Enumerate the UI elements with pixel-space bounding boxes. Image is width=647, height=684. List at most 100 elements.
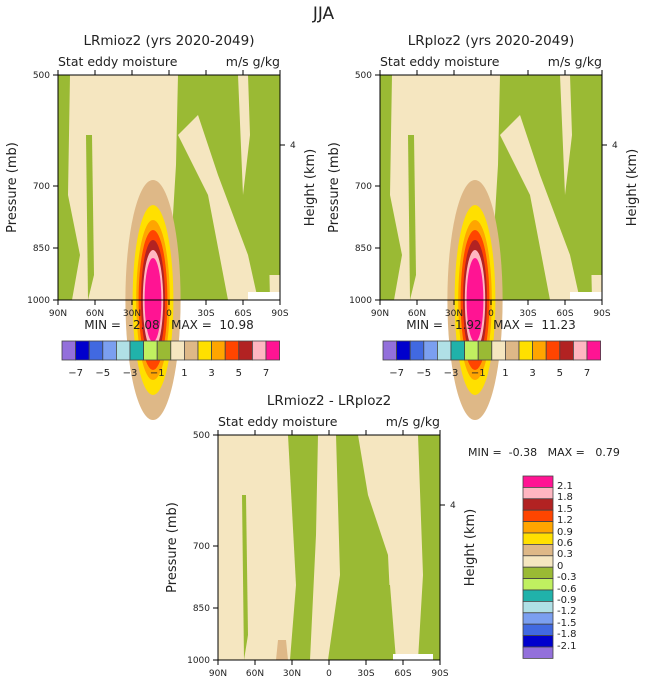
colorbar-swatch	[129, 340, 145, 361]
colorbar-swatch	[532, 340, 547, 361]
colorbar-label: 0.9	[557, 527, 573, 538]
y-axis-label: Pressure (mb)	[5, 142, 20, 233]
x-tick-label: 30N	[283, 669, 301, 679]
colorbar-label: 0	[557, 561, 564, 572]
y-tick-right-label: 4	[290, 141, 296, 151]
colorbar-label: −5	[416, 368, 431, 379]
colorbar-label: 1.8	[557, 492, 573, 503]
colorbar-swatch	[522, 475, 554, 488]
y-tick-label: 1000	[349, 296, 372, 306]
contour-fill-negative	[258, 115, 270, 300]
y-tick-right-label: 4	[612, 141, 618, 151]
colorbar-swatch	[170, 340, 185, 361]
missing-data-region	[570, 292, 602, 300]
colorbar-label: 0.3	[557, 549, 573, 560]
colorbar-label: 5	[557, 368, 563, 379]
min-max-label: MIN = -0.38 MAX = 0.79	[468, 446, 620, 459]
x-tick-label: 90N	[49, 309, 67, 319]
contour-fill-negative	[242, 495, 248, 660]
colorbar-label: 3	[529, 368, 535, 379]
colorbar-swatch	[61, 340, 77, 361]
colorbar-swatch	[522, 566, 554, 579]
colorbar-swatch	[518, 340, 534, 361]
contour-fill-low-positive	[358, 435, 423, 660]
colorbar-label: 0.6	[557, 538, 573, 549]
contour-plot: 90N 60N 30N 0 30S 60S 90S 500 700 850 1000 4 Pressur…	[327, 54, 640, 420]
colorbar: −7 −5 −3 −1 1 3 5 7	[382, 340, 602, 379]
colorbar-swatch	[396, 340, 411, 361]
colorbar-swatch	[559, 340, 574, 361]
panel-title: LRmioz2 (yrs 2020-2049)	[83, 33, 255, 49]
colorbar-label: −3	[123, 368, 138, 379]
colorbar-label: −5	[95, 368, 110, 379]
colorbar-swatch	[224, 340, 240, 361]
colorbar-label: 5	[236, 368, 242, 379]
y-tick-label: 1000	[187, 656, 210, 666]
x-tick-label: 60S	[234, 309, 251, 319]
contour-plot: 90N 60N 30N 0 30S 60S 90S 500 700 850 1000 4 Pressur…	[5, 54, 318, 420]
colorbar-swatch	[491, 340, 506, 361]
x-tick-label: 0	[488, 309, 494, 319]
colorbar-swatch	[464, 340, 479, 361]
colorbar-swatch	[265, 340, 281, 361]
variable-label: Stat eddy moisture	[218, 414, 338, 429]
y-axis-label-right: Height (km)	[463, 509, 478, 586]
x-tick-label: 30N	[445, 309, 463, 319]
contour-fill-low-positive	[218, 435, 296, 660]
x-tick-label: 90S	[271, 309, 288, 319]
colorbar-label: 7	[263, 368, 269, 379]
panel-title: LRmioz2 - LRploz2	[266, 393, 392, 409]
x-tick-label: 0	[166, 309, 172, 319]
colorbar-swatch	[522, 498, 554, 511]
y-tick-label: 1000	[27, 296, 50, 306]
colorbar-label: -0.3	[557, 572, 577, 583]
colorbar-label: 1.2	[557, 515, 573, 526]
colorbar-swatch	[211, 340, 226, 361]
contour-fill-positive	[276, 640, 288, 660]
colorbar-swatch	[437, 340, 452, 361]
x-tick-label: 30N	[123, 309, 141, 319]
x-tick-label: 30S	[519, 309, 536, 319]
y-axis-label: Pressure (mb)	[165, 502, 180, 593]
x-tick-label: 0	[326, 669, 332, 679]
colorbar-label: 2.1	[557, 481, 573, 492]
colorbar-swatch	[409, 340, 425, 361]
colorbar-label: -0.9	[557, 595, 577, 606]
contour-fill-negative	[580, 115, 592, 300]
colorbar-swatch	[382, 340, 398, 361]
colorbar-swatch	[197, 340, 213, 361]
y-tick-label: 850	[355, 244, 372, 254]
colorbar-swatch	[184, 340, 199, 361]
y-axis-label-right: Height (km)	[303, 149, 318, 226]
units-label: m/s g/kg	[226, 54, 280, 69]
variable-label: Stat eddy moisture	[380, 54, 500, 69]
x-tick-label: 90N	[209, 669, 227, 679]
contour-fill-low-positive	[230, 75, 250, 195]
colorbar-label: -1.5	[557, 618, 577, 629]
contour-fill-low-positive	[552, 75, 572, 195]
colorbar-swatch	[522, 555, 554, 568]
colorbar-swatch	[156, 340, 172, 361]
colorbar: −7 −5 −3 −1 1 3 5 7	[61, 340, 281, 379]
y-tick-label: 500	[193, 431, 210, 441]
colorbar-label: −7	[68, 368, 83, 379]
colorbar-label: −1	[150, 368, 165, 379]
units-label: m/s g/kg	[548, 54, 602, 69]
contour-fill-low-positive	[500, 115, 580, 300]
missing-data-region	[248, 292, 280, 300]
panel-title: LRploz2 (yrs 2020-2049)	[407, 33, 575, 49]
colorbar-swatch	[522, 646, 554, 659]
x-tick-label: 60N	[408, 309, 426, 319]
min-max-label: MIN = -2.08 MAX = 10.98	[84, 318, 254, 332]
x-tick-label: 60N	[86, 309, 104, 319]
colorbar-label: 3	[208, 368, 214, 379]
colorbar-label: −7	[389, 368, 404, 379]
colorbar	[522, 475, 554, 659]
x-tick-label: 30S	[197, 309, 214, 319]
colorbar-swatch	[423, 340, 438, 361]
colorbar-swatch	[238, 340, 253, 361]
colorbar-label: 7	[584, 368, 590, 379]
colorbar-swatch	[477, 340, 493, 361]
colorbar-swatch	[586, 340, 602, 361]
